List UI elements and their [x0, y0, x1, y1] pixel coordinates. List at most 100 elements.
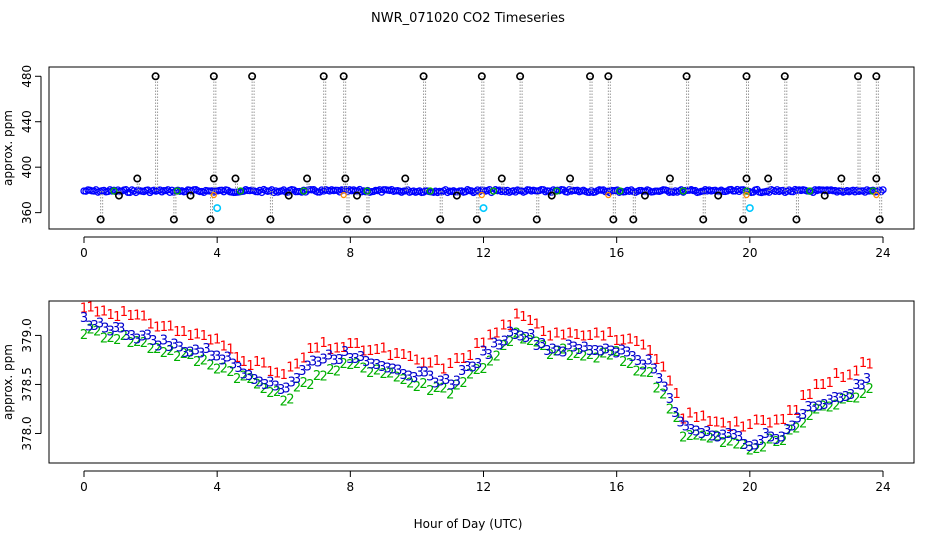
flask-point-2: 2 [206, 359, 214, 374]
flask-point-3: 3 [474, 357, 482, 372]
flask-point-3: 3 [101, 322, 109, 337]
flask-point-2: 2 [386, 367, 394, 382]
outlier-point [497, 174, 506, 183]
flask-point-3: 3 [687, 423, 695, 438]
flask-point-3: 3 [772, 433, 780, 448]
flask-point-1: 1 [546, 329, 554, 344]
flask-point-3: 3 [554, 345, 562, 360]
flask-point-3: 3 [570, 341, 578, 356]
flask-point-3: 3 [826, 394, 834, 409]
flask-point-3: 3 [751, 439, 759, 454]
flask-point-3: 3 [724, 427, 732, 442]
flask-point-1: 1 [619, 333, 627, 348]
flask-point-2: 2 [672, 411, 680, 426]
flask-point-3: 3 [240, 367, 248, 382]
flask-point-3: 3 [565, 339, 573, 354]
flask-point-3: 3 [623, 345, 631, 360]
orange-point [340, 191, 347, 199]
flask-point-2: 2 [506, 335, 514, 350]
x-tick-label: 4 [213, 246, 221, 260]
outlier-point [699, 215, 708, 224]
flask-point-1: 1 [819, 378, 827, 393]
flask-point-3: 3 [639, 359, 647, 374]
flask-point-3: 3 [453, 375, 461, 390]
flask-point-1: 1 [106, 308, 114, 323]
flask-point-3: 3 [820, 398, 828, 413]
flask-point-3: 3 [320, 353, 328, 368]
flask-point-2: 2 [786, 424, 794, 439]
flask-point-2: 2 [213, 363, 221, 378]
flask-point-2: 2 [712, 430, 720, 445]
x-tick-label: 24 [875, 246, 890, 260]
flask-point-1: 1 [513, 307, 521, 322]
outlier-point [780, 72, 789, 81]
flask-point-2: 2 [80, 328, 88, 343]
flask-point-2: 2 [313, 369, 321, 384]
outlier-point [352, 191, 361, 200]
flask-point-3: 3 [261, 378, 269, 393]
outlier-point [151, 72, 160, 81]
orange-point [605, 191, 612, 199]
flask-point-1: 1 [426, 356, 434, 371]
flask-point-3: 3 [655, 372, 663, 387]
flask-point-1: 1 [379, 341, 387, 356]
flask-point-3: 3 [421, 366, 429, 381]
flask-point-1: 1 [153, 321, 161, 336]
flask-point-2: 2 [613, 345, 621, 360]
flask-point-3: 3 [224, 350, 232, 365]
flask-point-2: 2 [419, 377, 427, 392]
baseline-point-green [616, 187, 624, 195]
flask-point-2: 2 [859, 387, 867, 402]
flask-point-3: 3 [170, 337, 178, 352]
flask-point-1: 1 [186, 329, 194, 344]
outlier-point [604, 72, 613, 81]
flask-point-1: 1 [373, 343, 381, 358]
flask-point-2: 2 [280, 394, 288, 409]
flask-point-3: 3 [314, 356, 322, 371]
flask-point-1: 1 [293, 357, 301, 372]
baseline-point [336, 188, 344, 196]
outlier-point [266, 215, 275, 224]
flask-point-1: 1 [120, 305, 128, 320]
outlier-point [452, 191, 461, 200]
flask-point-1: 1 [433, 354, 441, 369]
flask-point-3: 3 [186, 346, 194, 361]
flask-point-2: 2 [719, 436, 727, 451]
orange-point [873, 191, 880, 199]
flask-point-1: 1 [706, 415, 714, 430]
flask-point-2: 2 [792, 422, 800, 437]
flask-point-1: 1 [160, 320, 168, 335]
flask-point-3: 3 [463, 360, 471, 375]
flask-point-3: 3 [692, 424, 700, 439]
x-axis-label: Hour of Day (UTC) [414, 517, 523, 531]
outlier-point [339, 72, 348, 81]
flask-point-2: 2 [393, 370, 401, 385]
flask-point-2: 2 [699, 430, 707, 445]
flask-point-1: 1 [386, 349, 394, 364]
flask-point-2: 2 [746, 444, 754, 459]
flask-point-3: 3 [852, 378, 860, 393]
flask-point-2: 2 [752, 442, 760, 457]
flask-point-3: 3 [506, 325, 514, 340]
flask-point-2: 2 [559, 342, 567, 357]
outlier-point [248, 72, 257, 81]
flask-point-2: 2 [766, 433, 774, 448]
flask-point-2: 2 [493, 350, 501, 365]
flask-point-3: 3 [405, 369, 413, 384]
flask-point-2: 2 [266, 386, 274, 401]
flask-point-1: 1 [719, 417, 727, 432]
flask-point-2: 2 [659, 388, 667, 403]
flask-point-1: 1 [826, 376, 834, 391]
flask-point-3: 3 [229, 357, 237, 372]
outlier-point [479, 204, 488, 213]
flask-point-2: 2 [333, 364, 341, 379]
flask-point-3: 3 [810, 401, 818, 416]
flask-point-1: 1 [253, 355, 261, 370]
outlier-point [854, 72, 863, 81]
flask-point-3: 3 [399, 368, 407, 383]
flask-point-2: 2 [866, 382, 874, 397]
flask-point-2: 2 [639, 365, 647, 380]
y-tick-label: 378.0 [20, 416, 34, 450]
baseline-point [599, 186, 607, 194]
